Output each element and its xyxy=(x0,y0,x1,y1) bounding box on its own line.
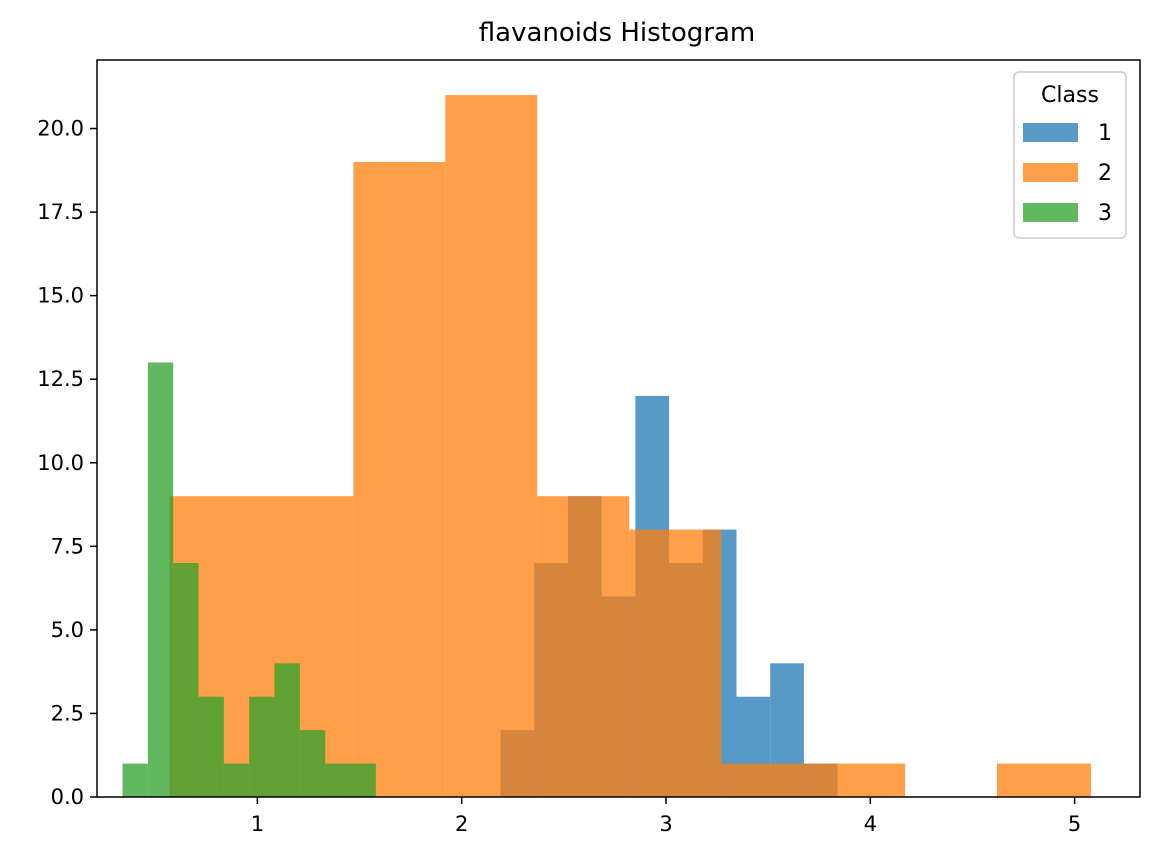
bar-series-3-bin-2 xyxy=(173,563,199,797)
legend-label-1: 1 xyxy=(1098,121,1112,146)
bar-series-3-bin-0 xyxy=(122,763,148,797)
legend-items: 1 2 3 xyxy=(1023,121,1112,226)
legend-swatch-2 xyxy=(1023,163,1078,182)
y-tick-label: 12.5 xyxy=(37,367,84,391)
bar-series-3-bin-1 xyxy=(147,362,174,797)
x-tick-label: 5 xyxy=(1068,812,1081,836)
y-tick-label: 20.0 xyxy=(37,117,84,141)
bar-series-2-bin-3 xyxy=(445,95,538,798)
x-tick-label: 3 xyxy=(659,812,672,836)
bar-series-3-bin-8 xyxy=(325,763,351,797)
bar-series-3-bin-9 xyxy=(350,763,376,797)
y-tick-label: 15.0 xyxy=(37,284,84,308)
bar-series-2-bin-6 xyxy=(721,763,814,797)
x-axis: 1 2 3 4 5 xyxy=(251,797,1081,836)
y-tick-label: 2.5 xyxy=(51,701,84,725)
legend-label-3: 3 xyxy=(1098,201,1112,226)
legend: Class 1 2 3 xyxy=(1013,71,1127,239)
y-tick-label: 0.0 xyxy=(51,785,84,809)
bar-series-2-bin-4 xyxy=(537,496,630,797)
bar-series-3-bin-7 xyxy=(299,730,326,797)
bars-layer xyxy=(122,95,1091,798)
y-tick-label: 10.0 xyxy=(37,451,84,475)
x-tick-label: 4 xyxy=(864,812,877,836)
y-tick-label: 17.5 xyxy=(37,200,84,224)
x-tick-label: 2 xyxy=(455,812,468,836)
bar-series-2-bin-5 xyxy=(629,529,722,797)
legend-swatch-1 xyxy=(1023,123,1078,142)
legend-title: Class xyxy=(1041,83,1099,108)
series-2 xyxy=(169,95,1091,798)
chart-title: flavanoids Histogram xyxy=(479,18,755,48)
plot-frame xyxy=(96,59,1141,798)
legend-label-2: 2 xyxy=(1098,161,1112,186)
legend-swatch-3 xyxy=(1023,203,1078,222)
bar-series-2-bin-7 xyxy=(813,763,906,797)
bar-series-2-bin-9 xyxy=(996,763,1091,797)
y-tick-label: 7.5 xyxy=(51,534,84,558)
bar-series-2-bin-2 xyxy=(353,161,446,798)
y-tick-label: 5.0 xyxy=(51,618,84,642)
bar-series-3-bin-5 xyxy=(249,696,275,797)
bar-series-3-bin-6 xyxy=(274,663,300,797)
legend-box xyxy=(1013,71,1127,239)
y-axis: 0.0 2.5 5.0 7.5 10.0 12.5 15.0 17.5 20.0 xyxy=(37,117,97,809)
bar-series-3-bin-3 xyxy=(198,696,224,797)
bar-series-3-bin-4 xyxy=(223,763,250,797)
x-tick-label: 1 xyxy=(251,812,264,836)
series-3 xyxy=(122,362,376,797)
